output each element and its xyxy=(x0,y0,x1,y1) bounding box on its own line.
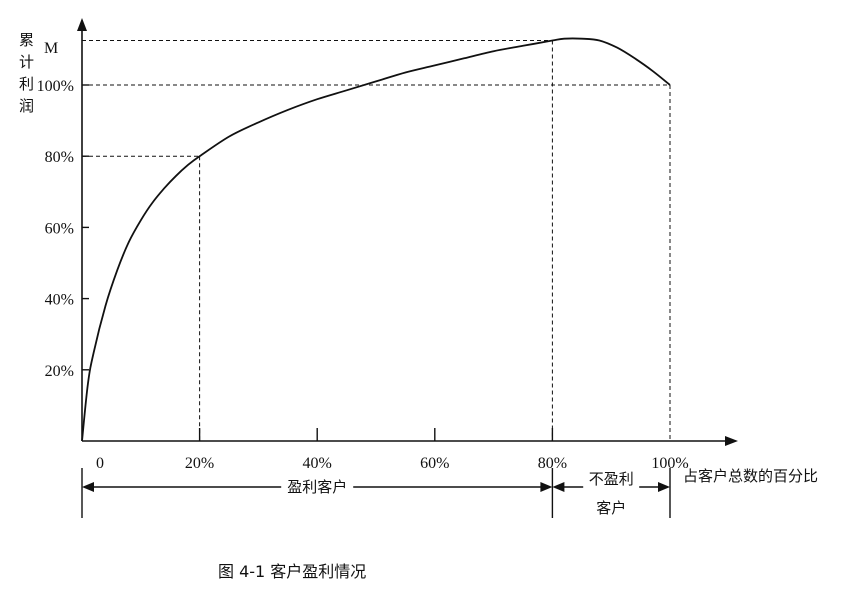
profit-curve-line xyxy=(81,37,671,442)
segment-label-line: 不盈利 xyxy=(589,470,634,488)
y-tick-label: 40% xyxy=(45,292,74,309)
x-axis-arrow-icon xyxy=(725,436,738,446)
y-axis-title-char: 累 xyxy=(19,31,34,49)
segment-label-line: 客户 xyxy=(596,499,626,517)
y-axis-title-char: 计 xyxy=(19,53,34,71)
x-tick-label: 80% xyxy=(538,455,567,472)
y-tick-label: 100% xyxy=(37,78,74,95)
y-axis-title-char: 润 xyxy=(19,97,34,115)
segment-label: 盈利客户 xyxy=(287,478,347,496)
x-tick-label: 100% xyxy=(651,455,688,472)
segment-label-bg xyxy=(281,477,354,497)
segment-arrow-right-icon xyxy=(658,482,670,492)
segment-arrow-left-icon xyxy=(552,482,565,492)
segment-label-bg xyxy=(583,477,640,497)
x-tick-label: 60% xyxy=(420,455,449,472)
y-axis-title-char: 利 xyxy=(19,75,34,93)
y-axis-max-label: M xyxy=(44,40,58,57)
x-tick-label: 20% xyxy=(185,455,214,472)
y-tick-label: 80% xyxy=(45,149,74,166)
y-axis-title: 累计利润 xyxy=(19,31,34,115)
x-axis-title: 占客户总数的百分比 xyxy=(683,467,818,485)
x-tick-label: 0 xyxy=(96,455,104,472)
segment-arrow-right-icon xyxy=(540,482,553,492)
y-tick-label: 20% xyxy=(45,363,74,380)
y-axis-arrow-icon xyxy=(77,18,87,31)
segment-arrow-left-icon xyxy=(82,482,94,492)
x-tick-label: 40% xyxy=(303,455,332,472)
y-tick-label: 60% xyxy=(45,220,74,237)
figure-caption: 图 4-1 客户盈利情况 xyxy=(218,562,366,581)
segment-label: 不盈利客户 xyxy=(589,470,634,517)
